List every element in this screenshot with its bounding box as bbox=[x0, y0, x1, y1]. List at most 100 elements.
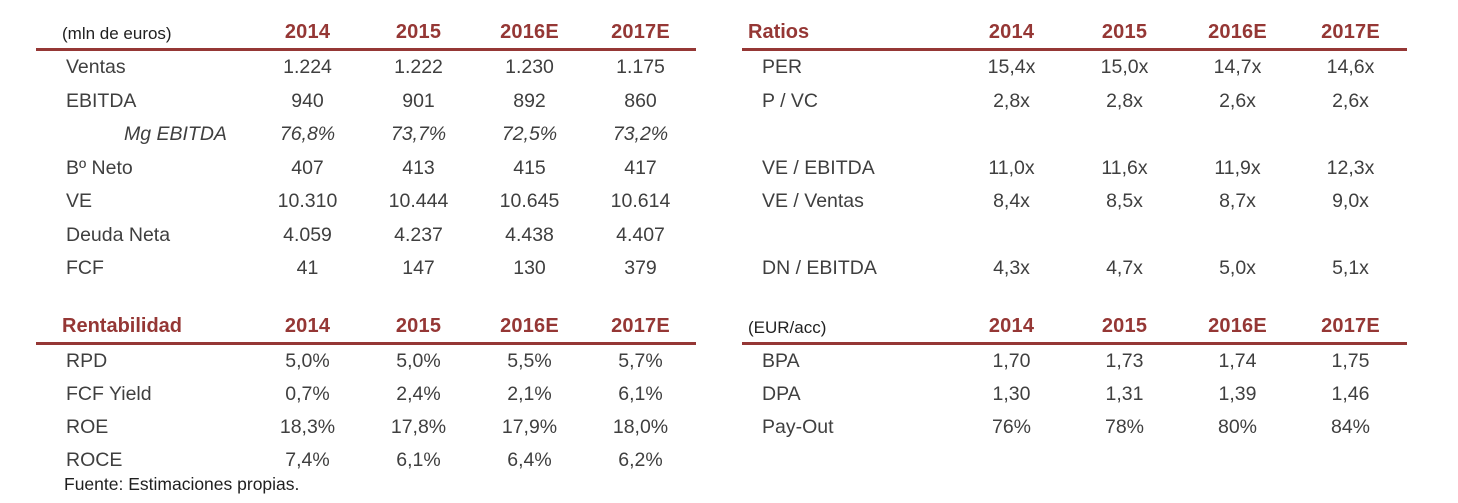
cell-value: 76,8% bbox=[279, 123, 336, 146]
spacer-row bbox=[742, 118, 1407, 152]
cell-value: 41 bbox=[296, 257, 319, 280]
cell-value: 15,0x bbox=[1100, 56, 1149, 79]
table-row: RPD 5,0% 5,0% 5,5% 5,7% bbox=[36, 344, 696, 379]
cell-value: 73,2% bbox=[612, 123, 669, 146]
cell-value: 11,9x bbox=[1214, 156, 1261, 179]
table-row: DPA 1,30 1,31 1,39 1,46 bbox=[742, 378, 1407, 411]
cell-value: 4.407 bbox=[616, 223, 665, 246]
year-column-header: 2016E bbox=[474, 306, 585, 345]
cell-value: 17,8% bbox=[390, 416, 447, 438]
row-label: PER bbox=[762, 56, 803, 79]
cell-value: 1,74 bbox=[1218, 350, 1257, 372]
cell-value: 417 bbox=[624, 156, 657, 179]
table-row: VE / Ventas 8,4x 8,5x 8,7x 9,0x bbox=[742, 185, 1407, 219]
table-row: FCF Yield 0,7% 2,4% 2,1% 6,1% bbox=[36, 378, 696, 411]
year-column-header: 2015 bbox=[363, 306, 474, 345]
cell-value bbox=[1294, 219, 1407, 253]
row-label: ROCE bbox=[66, 449, 123, 471]
cell-value: 10.614 bbox=[610, 190, 671, 213]
cell-value: 5,0% bbox=[285, 350, 330, 372]
cell-value: 14,6x bbox=[1326, 56, 1375, 79]
cell-value: 12,3x bbox=[1326, 156, 1375, 179]
cell-value: 5,7% bbox=[618, 350, 663, 372]
table-row: ROE 18,3% 17,8% 17,9% 18,0% bbox=[36, 411, 696, 444]
cell-value: 379 bbox=[624, 257, 657, 280]
cell-value bbox=[955, 219, 1068, 253]
cell-value: 1,30 bbox=[992, 383, 1031, 405]
table-row: P / VC 2,8x 2,8x 2,6x 2,6x bbox=[742, 85, 1407, 119]
cell-value: 7,4% bbox=[285, 449, 330, 471]
cell-value: 9,0x bbox=[1332, 190, 1369, 213]
cell-value: 80% bbox=[1217, 416, 1258, 438]
table-row: Bº Neto 407 413 415 417 bbox=[36, 152, 696, 186]
year-column-header: 2014 bbox=[955, 306, 1068, 345]
cell-value: 2,8x bbox=[993, 89, 1030, 112]
income-statement-table: (mln de euros) 2014 2015 2016E 2017E Ventas 1.… bbox=[36, 12, 696, 286]
cell-value: 6,1% bbox=[618, 383, 663, 405]
cell-value: 130 bbox=[513, 257, 546, 280]
row-label: RPD bbox=[66, 350, 108, 372]
cell-value: 8,5x bbox=[1106, 190, 1143, 213]
cell-value: 18,3% bbox=[279, 416, 336, 438]
cell-value: 2,6x bbox=[1219, 89, 1256, 112]
per-share-section: (EUR/acc) 2014 2015 2016E 2017E BPA 1,70 1,73 1,… bbox=[742, 306, 1407, 444]
cell-value: 10.645 bbox=[499, 190, 560, 213]
header-row: Ratios 2014 2015 2016E 2017E bbox=[742, 12, 1407, 51]
row-label: Bº Neto bbox=[66, 156, 133, 179]
year-column-header: 2017E bbox=[1294, 306, 1407, 345]
row-label: Pay-Out bbox=[762, 416, 834, 438]
cell-value: 1,39 bbox=[1218, 383, 1257, 405]
cell-value: 5,5% bbox=[507, 350, 552, 372]
year-column-header: 2016E bbox=[474, 12, 585, 51]
cell-value: 5,1x bbox=[1332, 257, 1369, 280]
row-label: P / VC bbox=[762, 89, 818, 112]
row-label: EBITDA bbox=[66, 89, 137, 112]
year-column-header: 2017E bbox=[585, 306, 696, 345]
cell-value: 8,4x bbox=[993, 190, 1030, 213]
cell-value: 10.444 bbox=[388, 190, 449, 213]
cell-value: 4,7x bbox=[1106, 257, 1143, 280]
row-label bbox=[742, 219, 955, 253]
cell-value: 1.230 bbox=[505, 56, 554, 79]
table-row: Ventas 1.224 1.222 1.230 1.175 bbox=[36, 50, 696, 85]
year-column-header: 2014 bbox=[252, 12, 363, 51]
cell-value: 415 bbox=[513, 156, 546, 179]
cell-value: 1.222 bbox=[394, 56, 443, 79]
year-column-header: 2017E bbox=[585, 12, 696, 51]
cell-value: 407 bbox=[291, 156, 324, 179]
header-row: (EUR/acc) 2014 2015 2016E 2017E bbox=[742, 306, 1407, 345]
source-note: Fuente: Estimaciones propias. bbox=[64, 474, 300, 494]
cell-value: 5,0% bbox=[396, 350, 441, 372]
cell-value: 940 bbox=[291, 89, 324, 112]
cell-value: 15,4x bbox=[987, 56, 1036, 79]
cell-value bbox=[1181, 219, 1294, 253]
cell-value bbox=[955, 118, 1068, 152]
cell-value: 4.438 bbox=[505, 223, 554, 246]
table-row: Pay-Out 76% 78% 80% 84% bbox=[742, 411, 1407, 444]
row-label: VE / Ventas bbox=[762, 190, 864, 213]
row-label: DN / EBITDA bbox=[762, 257, 877, 280]
rentabilidad-section: Rentabilidad 2014 2015 2016E 2017E RPD 5,0% 5,0… bbox=[36, 306, 696, 477]
row-label: Mg EBITDA bbox=[124, 123, 227, 146]
cell-value: 11,6x bbox=[1101, 156, 1148, 179]
cell-value: 1,70 bbox=[992, 350, 1031, 372]
cell-value: 84% bbox=[1330, 416, 1371, 438]
cell-value: 892 bbox=[513, 89, 546, 112]
row-label: BPA bbox=[762, 350, 800, 372]
cell-value: 8,7x bbox=[1219, 190, 1256, 213]
cell-value: 2,4% bbox=[396, 383, 441, 405]
ratios-table: Ratios 2014 2015 2016E 2017E PER 15,4x 15,0x 14,… bbox=[742, 12, 1407, 286]
cell-value: 1,75 bbox=[1331, 350, 1370, 372]
table-row: FCF 41 147 130 379 bbox=[36, 252, 696, 286]
table-row: Deuda Neta 4.059 4.237 4.438 4.407 bbox=[36, 219, 696, 253]
year-column-header: 2014 bbox=[955, 12, 1068, 51]
year-column-header: 2015 bbox=[1068, 12, 1181, 51]
cell-value: 4,3x bbox=[993, 257, 1030, 280]
cell-value: 10.310 bbox=[277, 190, 338, 213]
row-label: Deuda Neta bbox=[66, 223, 171, 246]
cell-value: 6,2% bbox=[618, 449, 663, 471]
year-column-header: 2017E bbox=[1294, 12, 1407, 51]
cell-value: 901 bbox=[402, 89, 435, 112]
table-title: (EUR/acc) bbox=[742, 306, 955, 345]
cell-value: 2,8x bbox=[1106, 89, 1143, 112]
